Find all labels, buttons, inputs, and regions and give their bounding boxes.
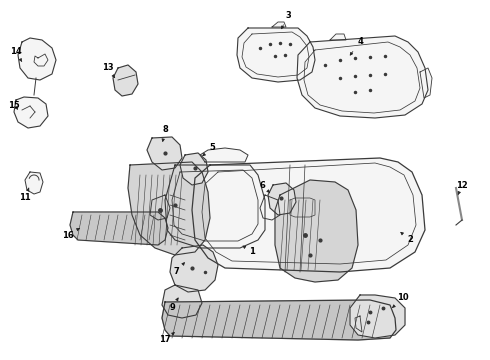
- Text: 13: 13: [102, 63, 115, 78]
- Polygon shape: [350, 295, 405, 338]
- Text: 6: 6: [259, 180, 270, 193]
- Polygon shape: [165, 165, 265, 248]
- Polygon shape: [237, 28, 315, 82]
- Polygon shape: [192, 158, 425, 272]
- Polygon shape: [113, 65, 138, 96]
- Text: 14: 14: [10, 48, 22, 62]
- Text: 15: 15: [8, 100, 20, 109]
- Polygon shape: [272, 22, 286, 27]
- Text: 9: 9: [169, 298, 178, 312]
- Text: 11: 11: [19, 188, 31, 202]
- Polygon shape: [297, 36, 428, 118]
- Text: 16: 16: [62, 228, 79, 239]
- Polygon shape: [25, 172, 43, 194]
- Text: 4: 4: [350, 37, 363, 55]
- Polygon shape: [180, 153, 208, 185]
- Polygon shape: [162, 300, 396, 340]
- Text: 2: 2: [401, 232, 413, 244]
- Polygon shape: [18, 38, 56, 80]
- Polygon shape: [162, 285, 202, 318]
- Polygon shape: [170, 245, 218, 292]
- Polygon shape: [128, 162, 210, 255]
- Text: 8: 8: [162, 126, 168, 141]
- Text: 5: 5: [203, 144, 215, 156]
- Text: 7: 7: [173, 263, 184, 276]
- Polygon shape: [14, 97, 48, 128]
- Text: 10: 10: [392, 293, 409, 307]
- Text: 1: 1: [243, 246, 255, 256]
- Text: 3: 3: [281, 10, 291, 29]
- Polygon shape: [147, 137, 182, 170]
- Polygon shape: [260, 195, 280, 220]
- Polygon shape: [268, 183, 296, 215]
- Polygon shape: [330, 34, 346, 40]
- Text: 12: 12: [456, 180, 468, 195]
- Polygon shape: [150, 195, 170, 220]
- Polygon shape: [200, 148, 248, 162]
- Polygon shape: [275, 180, 358, 282]
- Text: 17: 17: [159, 333, 174, 345]
- Polygon shape: [420, 68, 432, 98]
- Polygon shape: [70, 212, 168, 245]
